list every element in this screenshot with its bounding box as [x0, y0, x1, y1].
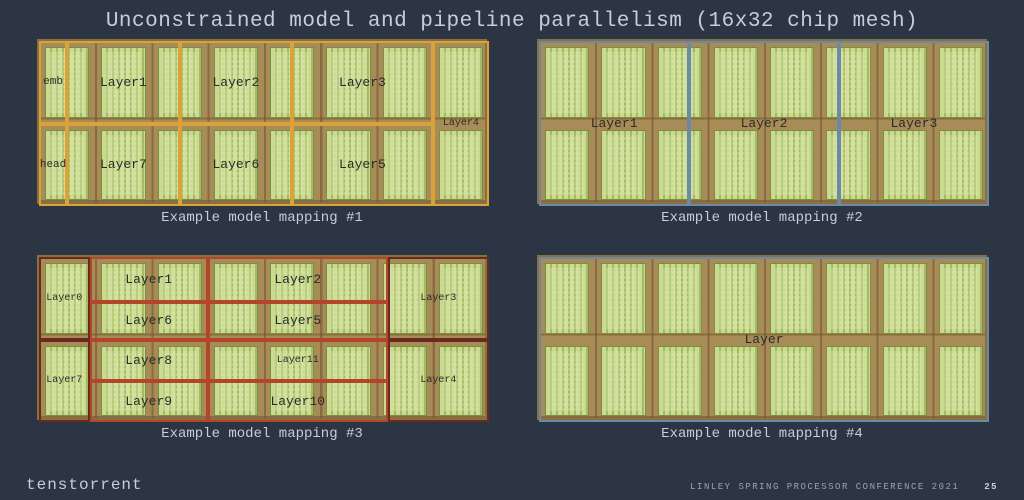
chip: [601, 130, 645, 201]
mapping-panel: Layer0Layer1Layer6Layer2Layer5Layer3Laye…: [26, 255, 498, 459]
chip-mesh: Layer: [537, 255, 987, 420]
chip: [101, 47, 145, 118]
chip: [158, 346, 202, 417]
chip: [214, 263, 258, 334]
chip: [826, 346, 870, 417]
chip: [545, 346, 589, 417]
chip: [939, 263, 983, 334]
chip-mesh: Layer1Layer2Layer3: [537, 39, 987, 204]
conference-text: LINLEY SPRING PROCESSOR CONFERENCE 2021 …: [690, 482, 998, 492]
mapping-panel: embLayer1Layer2Layer3Layer4headLayer7Lay…: [26, 39, 498, 243]
footer: tenstorrent LINLEY SPRING PROCESSOR CONF…: [26, 476, 998, 494]
chip: [326, 47, 370, 118]
mapping-panel: Layer Example model mapping #4: [526, 255, 998, 459]
chip: [439, 130, 483, 201]
chip: [101, 130, 145, 201]
chip: [545, 263, 589, 334]
chip: [383, 346, 427, 417]
chip: [383, 263, 427, 334]
chip: [45, 346, 89, 417]
chip: [383, 130, 427, 201]
mapping-panel: Layer1Layer2Layer3 Example model mapping …: [526, 39, 998, 243]
chip: [826, 263, 870, 334]
mapping-grid: embLayer1Layer2Layer3Layer4headLayer7Lay…: [0, 39, 1024, 459]
page-title: Unconstrained model and pipeline paralle…: [0, 0, 1024, 39]
chip: [45, 130, 89, 201]
chip: [658, 47, 702, 118]
chip: [326, 346, 370, 417]
chip: [270, 130, 314, 201]
chip: [770, 263, 814, 334]
chip: [714, 47, 758, 118]
chip: [714, 130, 758, 201]
page-number: 25: [984, 482, 998, 492]
chip: [326, 263, 370, 334]
chip: [214, 346, 258, 417]
chip: [939, 346, 983, 417]
chip: [883, 47, 927, 118]
chip-mesh: Layer0Layer1Layer6Layer2Layer5Layer3Laye…: [37, 255, 487, 420]
chip: [326, 130, 370, 201]
chip: [158, 47, 202, 118]
chip: [45, 47, 89, 118]
chip: [883, 130, 927, 201]
chip: [658, 130, 702, 201]
chip: [601, 47, 645, 118]
chip: [45, 263, 89, 334]
panel-caption: Example model mapping #3: [161, 426, 363, 442]
chip: [939, 47, 983, 118]
chip: [214, 47, 258, 118]
chip: [158, 130, 202, 201]
chip: [439, 346, 483, 417]
chip: [158, 263, 202, 334]
chip: [439, 263, 483, 334]
chip: [601, 263, 645, 334]
chip: [939, 130, 983, 201]
chip-mesh: embLayer1Layer2Layer3Layer4headLayer7Lay…: [37, 39, 487, 204]
chip: [101, 263, 145, 334]
chip: [714, 263, 758, 334]
chip: [270, 47, 314, 118]
chip: [658, 263, 702, 334]
chip: [214, 130, 258, 201]
chip: [658, 346, 702, 417]
conference-name: LINLEY SPRING PROCESSOR CONFERENCE 2021: [690, 482, 959, 492]
chip: [270, 263, 314, 334]
chip: [545, 130, 589, 201]
brand-text: tenstorrent: [26, 476, 143, 494]
chip: [439, 47, 483, 118]
chip: [101, 346, 145, 417]
chip: [883, 263, 927, 334]
layer-label: Layer4: [443, 118, 479, 129]
chip: [714, 346, 758, 417]
panel-caption: Example model mapping #4: [661, 426, 863, 442]
chip: [826, 130, 870, 201]
chip: [383, 47, 427, 118]
chip: [826, 47, 870, 118]
chip: [770, 346, 814, 417]
chip: [770, 47, 814, 118]
panel-caption: Example model mapping #2: [661, 210, 863, 226]
chip: [770, 130, 814, 201]
chip: [883, 346, 927, 417]
panel-caption: Example model mapping #1: [161, 210, 363, 226]
layer-region: Layer2: [689, 41, 839, 206]
chip: [545, 47, 589, 118]
chip: [601, 346, 645, 417]
chip: [270, 346, 314, 417]
